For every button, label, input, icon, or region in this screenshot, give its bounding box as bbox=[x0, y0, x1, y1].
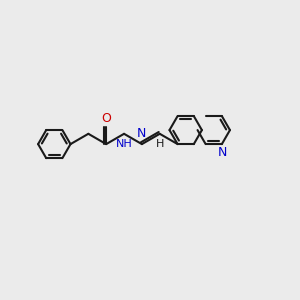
Text: N: N bbox=[137, 127, 147, 140]
Text: N: N bbox=[218, 146, 227, 159]
Text: H: H bbox=[156, 139, 164, 149]
Text: O: O bbox=[101, 112, 111, 124]
Text: NH: NH bbox=[116, 139, 132, 149]
